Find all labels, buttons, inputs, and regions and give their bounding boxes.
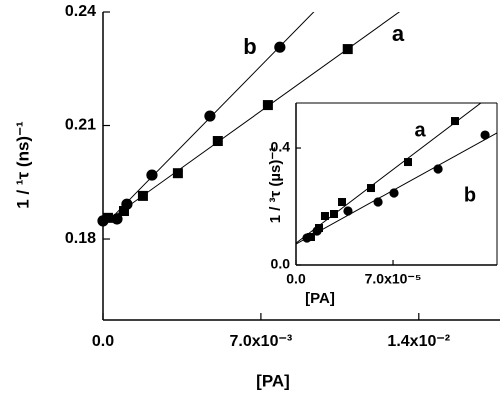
point (373, 197, 383, 207)
y-tick-label: 0.18 (65, 230, 96, 247)
y-tick-label: 0.0 (271, 256, 291, 272)
point (450, 117, 459, 126)
point (102, 212, 113, 223)
y-tick-label: 0.24 (65, 3, 96, 20)
x-tick-label: 0.0 (286, 271, 306, 287)
series-label: a (392, 21, 405, 46)
point (366, 184, 375, 193)
x-axis-label: [PA] (305, 290, 335, 307)
point (329, 210, 338, 219)
point (343, 206, 353, 216)
point (274, 41, 286, 53)
fit-line (103, 12, 315, 228)
point (146, 169, 158, 181)
y-tick-label: 0.21 (65, 117, 96, 134)
point (204, 110, 216, 122)
x-axis-label: [PA] (256, 371, 290, 390)
point (342, 44, 353, 55)
point (111, 213, 123, 225)
x-tick-label: 1.4x10⁻² (387, 333, 450, 350)
point (118, 206, 129, 217)
point (338, 198, 347, 207)
fit-line (296, 132, 497, 245)
x-tick-label: 7.0x10⁻⁵ (365, 271, 422, 287)
fit-line (296, 103, 482, 244)
point (302, 233, 312, 243)
series-label: b (464, 184, 476, 206)
point (262, 100, 273, 111)
y-axis-label: 1 / ³τ (µs)⁻¹ (267, 147, 284, 224)
y-tick-label: 0.4 (271, 139, 291, 155)
series-label: a (414, 119, 426, 141)
fit-line (103, 12, 401, 225)
y-axis-label: 1 / ¹τ (ns)⁻¹ (13, 121, 32, 209)
point (172, 168, 183, 179)
point (433, 164, 443, 174)
point (404, 158, 413, 167)
x-tick-label: 0.0 (92, 333, 114, 350)
plot-background (296, 103, 497, 265)
point (137, 190, 148, 201)
point (97, 215, 109, 227)
point (480, 130, 490, 140)
point (312, 226, 322, 236)
series-label: b (243, 34, 256, 59)
plot: 0.18 0.21 0.24 0.0 7.0x10⁻³ 1.4x10⁻² [PA] 1 / ¹… (13, 3, 500, 390)
plot: 0.0 0.4 0.0 7.0x10⁻⁵ [PA] 1 / ³τ (µs)⁻¹ a b (267, 102, 498, 307)
x-tick-label: 7.0x10⁻³ (230, 333, 293, 350)
point (121, 198, 133, 210)
point (320, 212, 329, 221)
point (212, 136, 223, 147)
point (389, 188, 399, 198)
